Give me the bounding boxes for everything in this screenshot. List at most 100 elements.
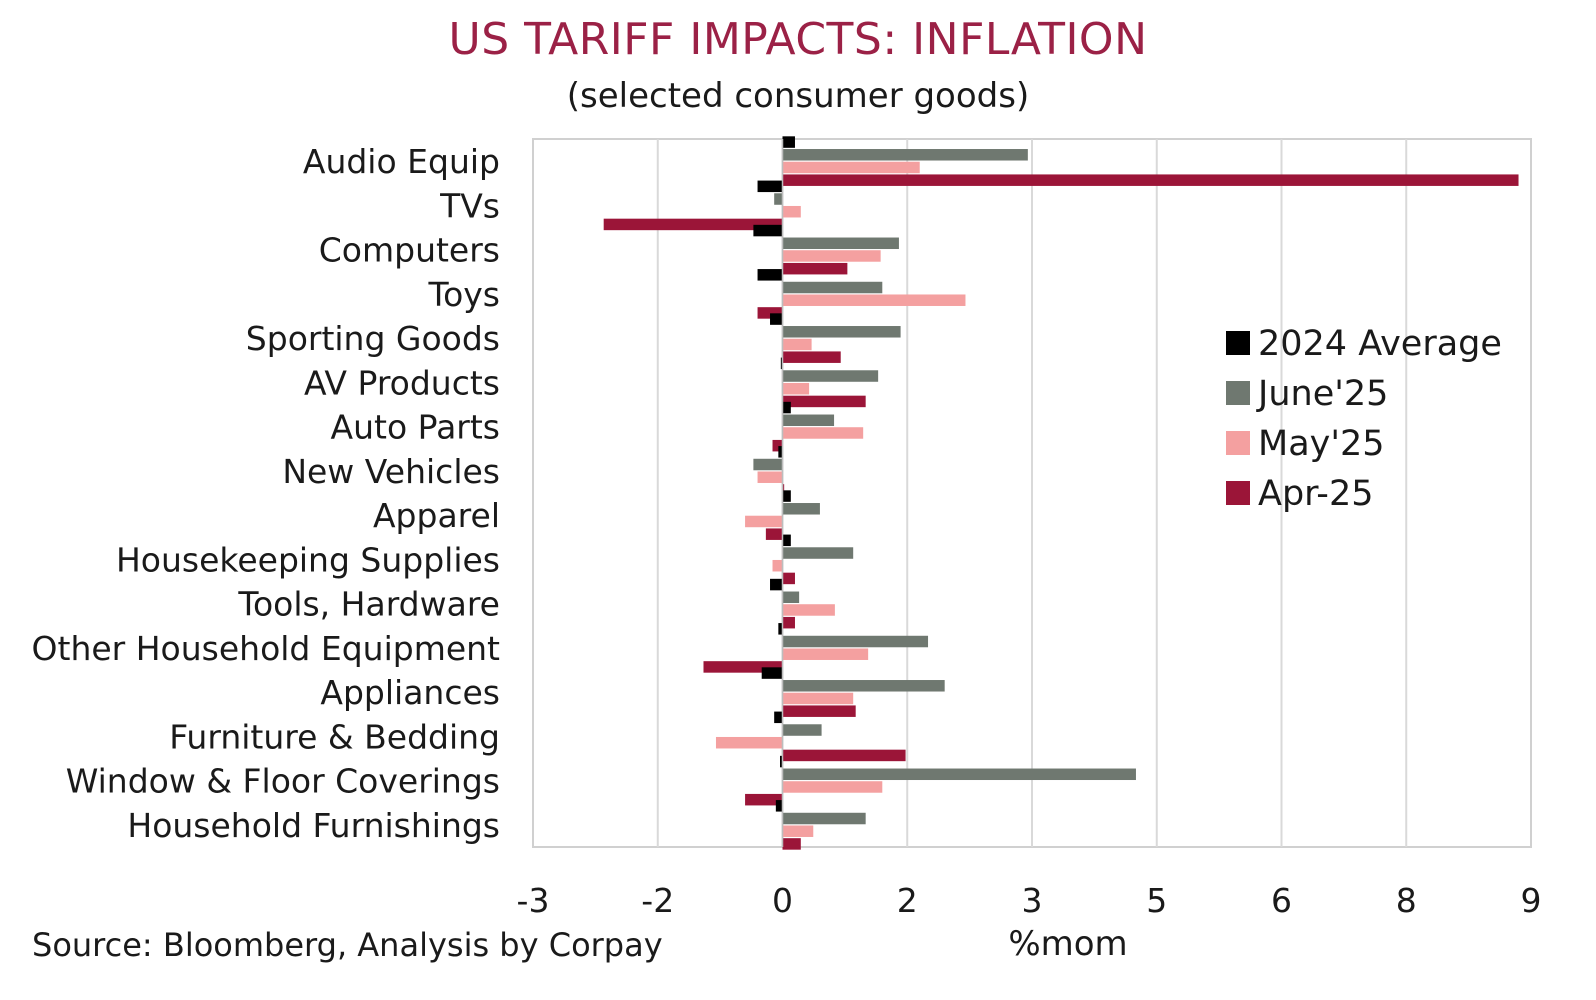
bar [782,294,966,306]
bar [780,755,783,768]
bar [753,458,783,471]
chart-title: US TARIFF IMPACTS: INFLATION [448,14,1148,65]
category-label: Audio Equip [303,142,500,181]
bar [782,174,1519,186]
bar [782,338,812,351]
x-tick-label: 6 [1271,881,1292,920]
bar [782,825,814,837]
legend-label: May'25 [1258,424,1385,464]
bar [782,572,795,585]
bar [782,503,820,515]
bar [775,800,783,812]
category-label: New Vehicles [282,452,500,491]
category-label: Furniture & Bedding [169,717,500,756]
bar [782,414,835,427]
bar [782,205,801,218]
bar [778,623,783,635]
category-label: Other Household Equipment [32,629,501,668]
bar [745,515,783,528]
bar [772,439,783,452]
legend-swatch [1226,381,1250,405]
bar [782,838,801,850]
bar [774,193,783,205]
bar [715,736,783,749]
bar [782,547,854,559]
bar [770,313,783,325]
legend-label: Apr-25 [1258,474,1373,514]
bar [780,357,783,370]
bar [603,218,783,231]
source-note: Source: Bloomberg, Analysis by Corpay [32,926,663,964]
bar [782,635,929,648]
bar [757,269,783,281]
bar [770,578,783,591]
bar [782,237,899,250]
bar [782,724,822,736]
category-label: Computers [319,231,500,270]
bar [782,812,866,825]
bar [782,351,841,363]
bar [703,661,783,673]
bar [782,705,856,717]
bar [782,591,800,604]
bar [782,370,879,382]
bar [782,692,854,705]
category-label: Housekeeping Supplies [116,540,500,579]
bar [782,326,901,338]
category-label: TVs [439,186,500,225]
bar [753,224,783,237]
bar [757,471,783,483]
bar [782,781,883,793]
category-label: Toys [428,275,500,314]
legend-swatch [1226,481,1250,505]
x-tick-label: 9 [1521,881,1542,920]
bar [782,281,883,294]
chart-subtitle: (selected consumer goods) [566,76,1030,116]
x-tick-label: 3 [1022,881,1043,920]
bar [782,136,795,148]
bar [782,604,835,616]
bar [782,250,881,262]
category-label: AV Products [304,363,500,402]
bar [782,395,866,408]
bar [782,382,810,395]
bar [772,559,783,572]
x-tick-label: 5 [1146,881,1167,920]
bar [765,528,783,540]
category-label: Window & Floor Coverings [66,762,500,801]
category-label: Auto Parts [331,408,500,447]
bar [782,427,864,439]
legend-label: 2024 Average [1258,324,1502,364]
bar [782,768,1136,781]
bar [782,484,785,496]
bar [782,161,920,174]
bar [774,711,783,724]
x-tick-label: -3 [517,881,550,920]
category-label: Tools, Hardware [237,585,500,624]
bar [782,401,791,414]
category-label: Appliances [320,673,500,712]
bar [782,149,1028,161]
bar [761,667,783,679]
x-tick-label: -2 [641,881,674,920]
bar [745,793,783,806]
category-label: Sporting Goods [246,319,500,358]
x-axis-title: %mom [1008,924,1127,964]
bar [757,180,783,193]
category-label: Household Furnishings [127,806,500,845]
bar [782,262,848,275]
x-tick-label: 8 [1396,881,1417,920]
x-tick-label: 0 [772,881,793,920]
bar [778,446,783,458]
bar [782,534,791,547]
legend-swatch [1226,431,1250,455]
legend-swatch [1226,331,1250,355]
bar [782,680,945,692]
bar [782,616,795,629]
category-label: Apparel [373,496,500,535]
bar [782,648,869,660]
bar [757,307,783,319]
legend-label: June'25 [1256,374,1388,414]
x-tick-label: 2 [897,881,918,920]
